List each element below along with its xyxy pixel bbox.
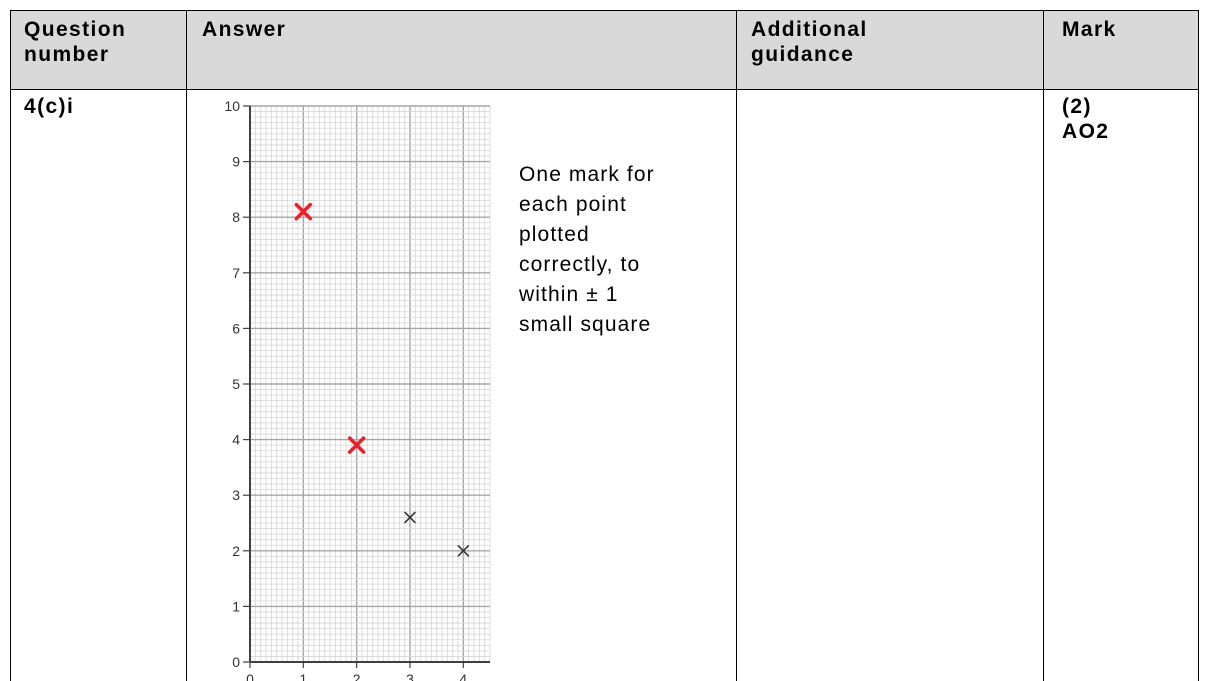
plotted-point-given [404,511,416,524]
y-tick-label: 10 [224,98,240,114]
column-divider-1 [186,10,187,681]
header-question-line-1: Question [24,18,127,41]
chart-tick-labels: 0 1 2 3 4 5 6 7 8 9 10 0 1 2 3 4 [224,98,467,681]
header-guidance-line-1: Additional [751,18,868,41]
x-tick-label: 0 [246,671,254,681]
question-number-cell: 4(c)i [24,95,75,118]
chart-points [294,202,470,557]
mark-cell: (2) AO2 [1062,94,1109,144]
plotted-point-given [457,544,470,557]
scatter-chart: 0 1 2 3 4 5 6 7 8 9 10 0 1 2 3 4 [224,98,491,681]
x-tick-label: 3 [406,671,414,681]
header-additional-guidance: Additional guidance [751,17,868,67]
assessment-objective: AO2 [1062,120,1110,143]
y-tick-label: 4 [232,432,240,448]
point-stroke [457,544,470,557]
point-stroke [294,202,313,221]
table-left-border [10,10,11,681]
guidance-line: small square [519,313,652,336]
header-bottom-border [10,89,1199,90]
guidance-line: each point [519,193,627,216]
y-tick-label: 8 [232,209,240,225]
point-stroke [404,511,416,524]
y-tick-label: 6 [232,320,240,336]
x-tick-label: 4 [459,671,467,681]
x-tick-label: 2 [353,671,361,681]
guidance-line: correctly, to [519,253,641,276]
guidance-line: plotted [519,223,590,246]
y-tick-label: 7 [232,265,240,281]
header-question-line-2: number [24,43,110,66]
y-tick-label: 3 [232,487,240,503]
table-top-border [10,10,1199,11]
y-tick-label: 9 [232,154,240,170]
mark-value: (2) [1062,95,1092,118]
header-answer: Answer [202,18,287,41]
column-divider-2 [736,10,737,681]
plotted-point-answer [294,202,313,221]
answer-guidance-text: One mark for each point plotted correctl… [519,160,734,340]
table-right-border [1198,10,1199,681]
y-tick-label: 2 [232,543,240,559]
y-tick-label: 1 [232,598,240,614]
guidance-line: One mark for [519,163,655,186]
guidance-line: within ± 1 [519,283,619,306]
chart-grid [249,105,491,663]
header-question-number: Question number [24,17,126,67]
y-tick-label: 0 [232,654,240,670]
y-tick-label: 5 [232,376,240,392]
plotted-point-answer [347,436,366,454]
chart-axes [243,105,490,668]
header-mark: Mark [1062,18,1117,41]
column-divider-3 [1043,10,1044,681]
x-tick-label: 1 [299,671,307,681]
header-guidance-line-2: guidance [751,43,855,66]
point-stroke [347,436,366,454]
header-background [10,10,1199,89]
